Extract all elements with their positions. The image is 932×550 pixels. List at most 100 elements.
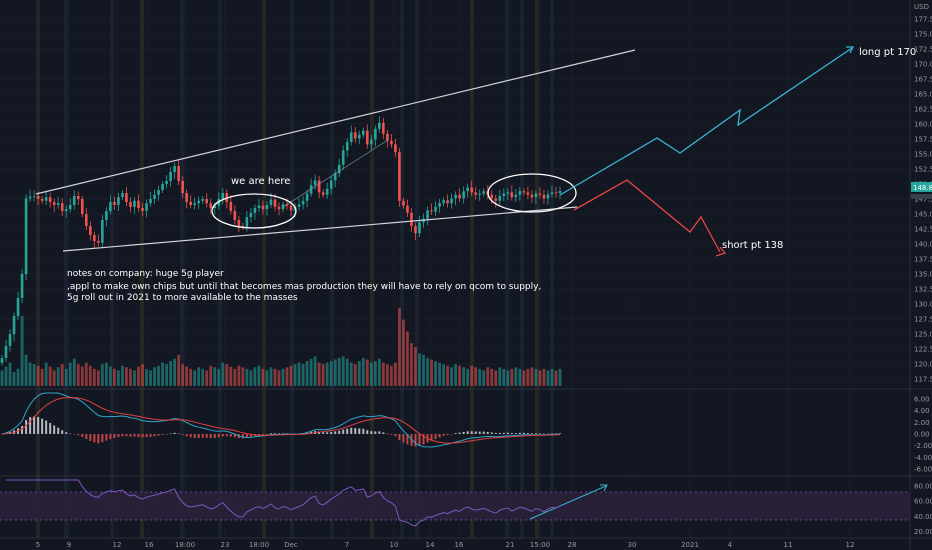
candle-body [514, 194, 518, 198]
price-tick-label: 140.00 [914, 241, 932, 249]
volume-bar [502, 368, 506, 386]
volume-bar [133, 370, 136, 386]
macd-histogram-bar [466, 431, 469, 434]
volume-bar [165, 364, 168, 386]
candle-body [430, 210, 433, 212]
volume-bar [353, 364, 357, 386]
time-tick-label: Dec [284, 541, 298, 549]
macd-histogram-bar [446, 433, 449, 436]
volume-bar [217, 368, 221, 386]
candle-body [345, 142, 349, 151]
candle-body [72, 196, 76, 205]
candle-body [4, 346, 8, 358]
volume-bar [518, 368, 522, 386]
volume-bar [181, 364, 185, 386]
macd-histogram-bar [542, 433, 545, 435]
rsi-axis-ticks: 80.00 60.00 40.00 20.00 [914, 483, 932, 536]
price-tick-label: 120.00 [914, 361, 932, 369]
volume-bar [357, 361, 361, 386]
candle-body [205, 199, 209, 204]
candle-body [378, 122, 381, 129]
macd-axis-ticks: 6.00 4.00 2.00 0.00 -2.00 -4.00 -6.00 [914, 395, 932, 473]
macd-histogram-bar [559, 433, 561, 434]
candle-body [494, 198, 498, 201]
we-are-here-circle[interactable] [211, 193, 297, 229]
price-tick-label: 125.00 [914, 331, 932, 339]
macd-histogram-bar [33, 416, 36, 434]
volume-bar [297, 362, 301, 386]
rsi-projection-line[interactable] [529, 485, 607, 520]
volume-bar [241, 367, 245, 386]
candle-body [418, 222, 421, 234]
price-tick-label: 170.00 [914, 61, 932, 69]
volume-bar [80, 366, 84, 386]
time-tick-label: 12 [846, 541, 855, 549]
volume-bar [96, 370, 100, 386]
macd-histogram-bar [518, 432, 521, 434]
inner-trendline[interactable] [282, 139, 389, 208]
price-tick-label: 157.50 [914, 136, 932, 144]
time-tick-label: 5 [36, 541, 40, 549]
volume-bar [153, 367, 156, 386]
current-price-circle[interactable] [487, 173, 577, 213]
volume-bar [104, 362, 108, 386]
candle-body [454, 194, 457, 199]
volume-bar [410, 343, 413, 386]
macd-histogram-bar [318, 431, 321, 434]
candle-body [382, 122, 385, 134]
candle-body [289, 205, 293, 211]
macd-histogram-bar [386, 433, 389, 435]
macd-histogram-bar [197, 433, 200, 438]
macd-histogram-bar [189, 433, 192, 438]
volume-bar [108, 366, 112, 386]
notes-line-3: 5g roll out in 2021 to more available to… [67, 293, 298, 303]
macd-histogram-bar [233, 433, 236, 438]
macd-histogram-bar [338, 430, 341, 434]
macd-histogram-bar [25, 420, 28, 434]
volume-bar [373, 361, 377, 386]
volume-bar [462, 367, 466, 386]
price-tick-label: 122.50 [914, 346, 932, 354]
candle-body [265, 205, 269, 210]
volume-bar [145, 368, 148, 386]
candle-body [277, 206, 281, 210]
macd-tick-label: -2.00 [914, 442, 932, 450]
short-projection-line[interactable] [573, 179, 721, 253]
volume-bar [494, 370, 498, 386]
volume-bar [249, 370, 253, 386]
price-mini-tag [911, 194, 932, 199]
long-target-label: long pt 170 [859, 47, 916, 58]
candle-body [394, 144, 397, 153]
macd-histogram-bar [125, 433, 128, 437]
session-band [550, 0, 554, 538]
long-projection-line[interactable] [559, 47, 853, 196]
volume-bar [414, 347, 417, 386]
upper-trendline[interactable] [35, 49, 636, 195]
price-tick-label: 132.50 [914, 286, 932, 294]
lower-trendline[interactable] [62, 206, 578, 252]
session-band [290, 0, 294, 538]
volume-bar [522, 370, 526, 386]
volume-bar [389, 365, 393, 386]
time-tick-label: 4 [728, 541, 733, 549]
candle-body [137, 200, 140, 208]
last-price-value: 148.84 [913, 184, 932, 192]
macd-histogram-bar [161, 433, 164, 435]
volume-bar [44, 362, 48, 386]
candle-body [133, 200, 136, 207]
volume-bar [321, 364, 325, 386]
macd-histogram-bar [342, 429, 345, 434]
volume-bar [345, 358, 349, 386]
candle-body [374, 128, 377, 140]
rsi-line [6, 479, 561, 527]
candle-body [458, 194, 461, 199]
volume-bar [538, 370, 542, 386]
candle-body [317, 180, 321, 193]
volume-bar [317, 362, 321, 386]
rsi-tick-label: 20.00 [914, 528, 932, 536]
volume-bar [398, 308, 401, 386]
macd-histogram-bar [354, 428, 357, 434]
volume-bar [16, 368, 20, 386]
volume-bar [498, 367, 502, 386]
